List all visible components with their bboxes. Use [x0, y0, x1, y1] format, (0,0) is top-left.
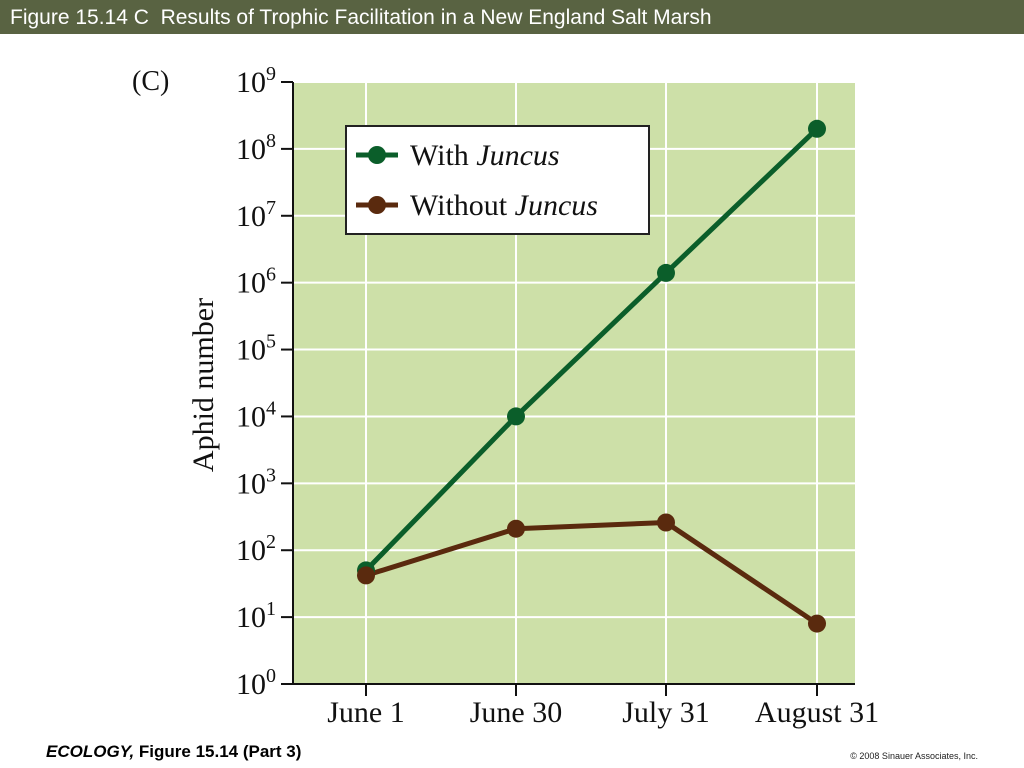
legend-label-italic: Juncus [515, 189, 598, 222]
y-tick-label: 100 [236, 665, 276, 701]
legend-label-with-juncus: With Juncus [410, 139, 560, 172]
series-line-with-juncus [364, 126, 819, 573]
y-tick-exponent: 2 [266, 531, 276, 553]
y-tick-base: 10 [236, 200, 266, 233]
data-point-without-juncus [357, 566, 375, 585]
footer-book: ECOLOGY, [46, 742, 135, 761]
x-tick-label: June 30 [470, 696, 563, 729]
data-point-with-juncus [507, 407, 525, 426]
series-lines [357, 119, 826, 633]
slide-title-bar: Figure 15.14 C Results of Trophic Facili… [0, 0, 1024, 34]
y-tick-label: 107 [236, 197, 276, 233]
slide-title: Figure 15.14 C Results of Trophic Facili… [10, 6, 712, 29]
legend-label-without-juncus: Without Juncus [410, 189, 598, 222]
y-tick-label: 108 [236, 130, 276, 166]
y-tick-exponent: 0 [266, 665, 276, 687]
x-tick-label: June 1 [327, 696, 405, 729]
data-point-without-juncus [808, 614, 826, 633]
footer-figure: Figure 15.14 (Part 3) [134, 742, 302, 761]
y-tick-base: 10 [236, 534, 266, 567]
panel-label: (C) [132, 66, 169, 97]
x-tick-label: August 31 [755, 696, 879, 729]
y-tick-exponent: 5 [266, 331, 276, 353]
legend-marker-with-juncus [368, 146, 386, 164]
y-tick-base: 10 [236, 467, 266, 500]
y-tick-base: 10 [236, 66, 266, 99]
y-tick-exponent: 9 [266, 63, 276, 85]
series-line-without-juncus [365, 520, 819, 626]
y-tick-base: 10 [236, 133, 266, 166]
data-point-with-juncus [657, 263, 675, 282]
y-tick-label: 109 [236, 63, 276, 99]
y-tick-exponent: 8 [266, 130, 276, 152]
data-point-without-juncus [507, 519, 525, 538]
y-tick-base: 10 [236, 400, 266, 433]
y-tick-base: 10 [236, 267, 266, 300]
legend-label-prefix: Without [410, 189, 515, 222]
y-tick-base: 10 [236, 668, 266, 701]
y-tick-base: 10 [236, 601, 266, 634]
y-tick-exponent: 7 [266, 197, 276, 219]
legend-box [345, 125, 650, 235]
footer-citation: ECOLOGY, Figure 15.14 (Part 3) [46, 742, 301, 762]
y-tick-exponent: 4 [266, 397, 276, 419]
y-tick-base: 10 [236, 334, 266, 367]
data-point-without-juncus [657, 513, 675, 532]
y-tick-exponent: 1 [266, 598, 276, 620]
data-point-with-juncus [808, 119, 826, 138]
legend-marker-without-juncus [368, 196, 386, 214]
y-tick-label: 104 [236, 397, 276, 433]
y-axis-label: Aphid number [187, 298, 220, 472]
x-tick-label: July 31 [622, 696, 710, 729]
y-tick-exponent: 6 [266, 264, 276, 286]
y-tick-label: 102 [236, 531, 276, 567]
y-tick-label: 106 [236, 264, 276, 300]
legend-label-italic: Juncus [476, 139, 559, 172]
y-tick-label: 105 [236, 331, 276, 367]
y-tick-label: 101 [236, 598, 276, 634]
footer-copyright: © 2008 Sinauer Associates, Inc. [850, 751, 978, 761]
legend-label-prefix: With [410, 139, 476, 172]
y-tick-label: 103 [236, 464, 276, 500]
y-tick-exponent: 3 [266, 464, 276, 486]
